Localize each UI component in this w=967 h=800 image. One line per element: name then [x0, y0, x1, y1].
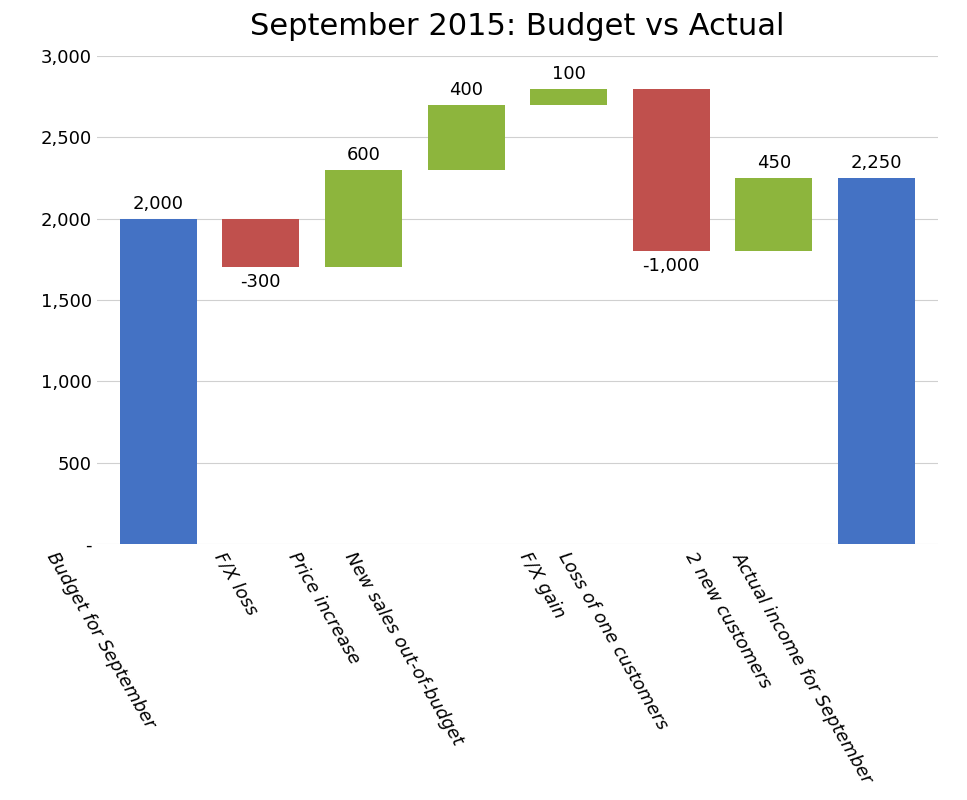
Text: 600: 600: [346, 146, 380, 164]
Bar: [120, 218, 196, 544]
Text: -1,000: -1,000: [642, 257, 700, 275]
Title: September 2015: Budget vs Actual: September 2015: Budget vs Actual: [250, 12, 784, 41]
Bar: [427, 105, 505, 170]
Text: 400: 400: [449, 81, 484, 99]
Text: 2,000: 2,000: [132, 195, 184, 213]
Text: 100: 100: [552, 65, 586, 83]
Bar: [632, 89, 710, 251]
Text: 450: 450: [757, 154, 791, 172]
Bar: [530, 89, 607, 105]
Bar: [325, 170, 402, 267]
Bar: [222, 218, 300, 267]
Bar: [838, 178, 915, 544]
Bar: [735, 178, 812, 251]
Text: 2,250: 2,250: [851, 154, 902, 172]
Text: -300: -300: [241, 273, 281, 291]
